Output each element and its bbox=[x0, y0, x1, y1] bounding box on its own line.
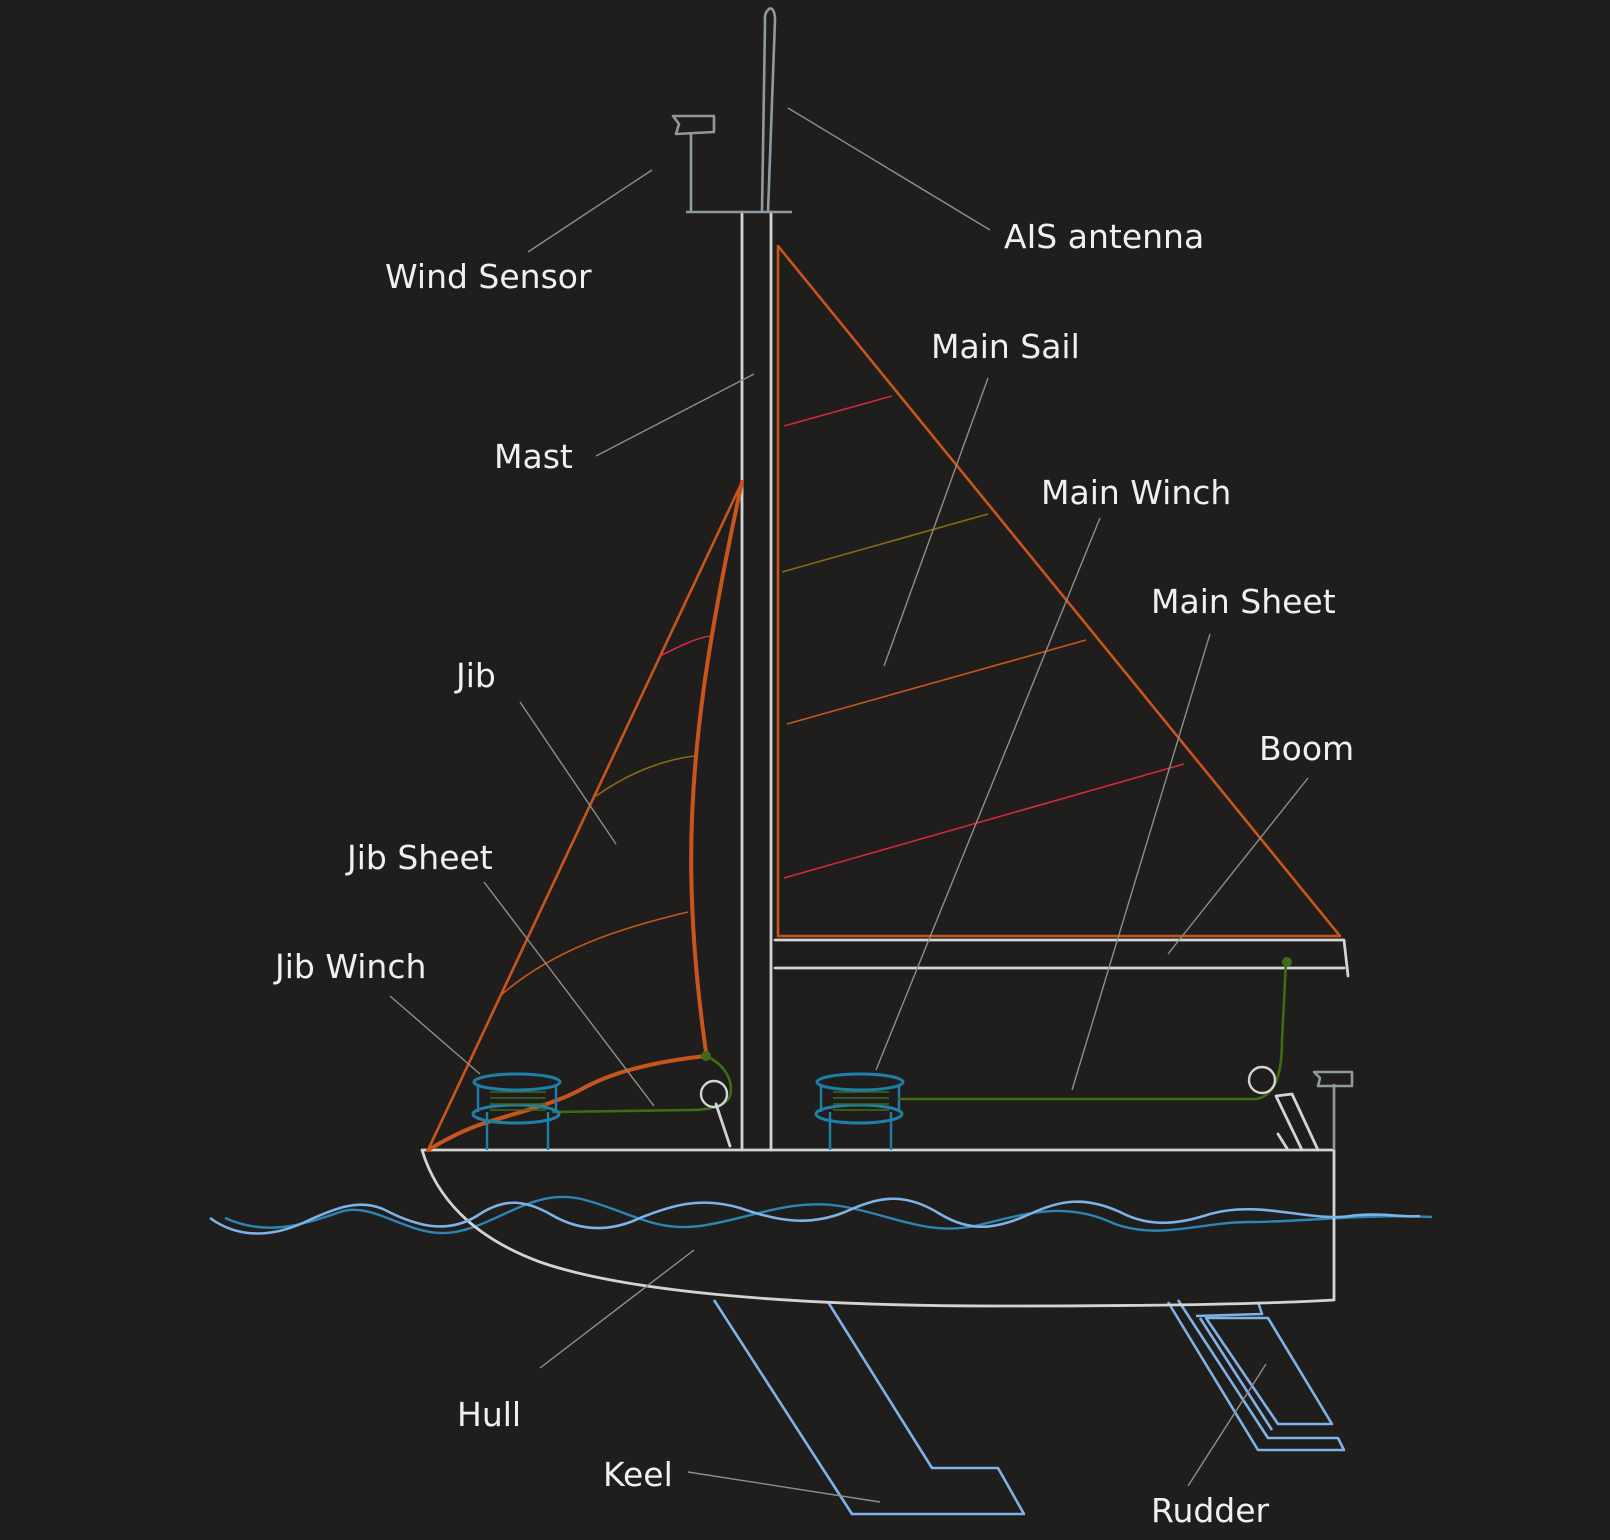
keel-shape bbox=[712, 1299, 1026, 1516]
main-sheet-line bbox=[898, 961, 1288, 1101]
jib-foot bbox=[426, 1054, 708, 1152]
main-sail-telltale-2 bbox=[781, 513, 989, 573]
leader-main-sheet bbox=[1071, 633, 1211, 1091]
main-sheet-boom-knot bbox=[1282, 957, 1292, 967]
label-wind-sensor: Wind Sensor bbox=[385, 257, 592, 296]
jib-luff bbox=[426, 481, 744, 1151]
main-winch bbox=[814, 1072, 905, 1150]
ais-antenna-shape bbox=[760, 7, 777, 213]
hull-outline bbox=[420, 1148, 1336, 1308]
main-sail-telltale-4 bbox=[783, 763, 1185, 879]
main-sheet-block bbox=[1247, 1065, 1277, 1095]
leader-keel bbox=[687, 1471, 881, 1503]
label-boom: Boom bbox=[1259, 729, 1355, 768]
jib-telltale-1 bbox=[659, 635, 711, 657]
jib-turning-block bbox=[699, 1079, 729, 1109]
rudder-inner bbox=[1204, 1316, 1334, 1426]
leader-main-winch bbox=[875, 517, 1101, 1071]
jib-sheet-line bbox=[551, 1054, 733, 1114]
main-sail-telltale-1 bbox=[783, 395, 893, 427]
label-jib-sheet: Jib Sheet bbox=[347, 838, 493, 877]
leader-mast bbox=[595, 373, 755, 457]
water-wave-light bbox=[209, 1197, 1421, 1235]
jib-telltale-3 bbox=[499, 911, 689, 997]
boom-shape bbox=[773, 938, 1350, 978]
leader-jib-sheet bbox=[483, 881, 655, 1107]
jib-telltale-2 bbox=[595, 755, 695, 797]
label-keel: Keel bbox=[603, 1455, 673, 1494]
label-main-sheet: Main Sheet bbox=[1151, 582, 1336, 621]
leader-rudder bbox=[1187, 1363, 1267, 1487]
main-sail-telltale-3 bbox=[786, 639, 1087, 725]
label-mast: Mast bbox=[494, 437, 573, 476]
main-sail-outline bbox=[776, 244, 1342, 938]
rudder-stock bbox=[1195, 1301, 1264, 1318]
traveler-mount bbox=[1274, 1092, 1320, 1152]
rudder-edge bbox=[1198, 1317, 1274, 1431]
label-ais-antenna: AIS antenna bbox=[1004, 217, 1205, 256]
leader-main-sail bbox=[883, 377, 989, 667]
label-main-sail: Main Sail bbox=[931, 327, 1080, 366]
leader-hull bbox=[539, 1249, 695, 1369]
water-wave-dark bbox=[224, 1195, 1433, 1235]
label-rudder: Rudder bbox=[1151, 1491, 1270, 1530]
wind-sensor-vane bbox=[671, 114, 716, 136]
label-jib: Jib bbox=[456, 656, 496, 695]
label-hull: Hull bbox=[457, 1395, 522, 1434]
leader-boom bbox=[1167, 777, 1309, 955]
label-jib-winch: Jib Winch bbox=[275, 947, 427, 986]
label-main-winch: Main Winch bbox=[1041, 473, 1232, 512]
stern-instrument-head bbox=[1312, 1070, 1354, 1088]
jib-winch bbox=[471, 1072, 562, 1150]
leader-wind-sensor bbox=[527, 169, 653, 253]
jib-leech bbox=[689, 480, 744, 1054]
leader-ais-antenna bbox=[787, 107, 991, 231]
leader-jib-winch bbox=[389, 995, 481, 1075]
rudder-outer bbox=[1166, 1299, 1346, 1452]
leader-jib bbox=[519, 701, 617, 845]
jib-block-mount bbox=[714, 1102, 732, 1148]
